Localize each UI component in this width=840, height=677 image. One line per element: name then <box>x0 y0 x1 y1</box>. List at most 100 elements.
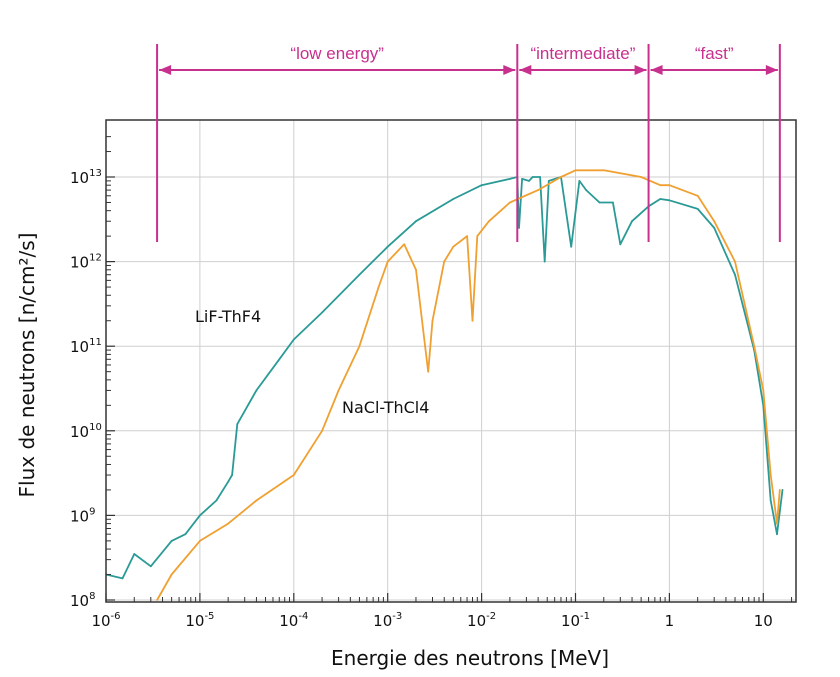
x-tick-label: 10-2 <box>467 611 496 630</box>
series-layer <box>106 169 784 601</box>
data-point-nacl-thcl4 <box>734 260 736 263</box>
x-tick-label: 10 <box>754 612 773 630</box>
data-point-nacl-thcl4 <box>696 194 699 197</box>
data-point-nacl-thcl4 <box>377 286 380 288</box>
x-tick-label: 10-4 <box>279 611 308 630</box>
data-point-lif-thf4 <box>415 220 417 223</box>
data-point-lif-thf4 <box>199 514 201 517</box>
data-point-lif-thf4 <box>543 260 546 263</box>
data-point-lif-thf4 <box>149 565 152 568</box>
x-tick-base: 10 <box>279 612 298 630</box>
data-point-lif-thf4 <box>734 273 736 276</box>
series-label-lif-thf4: LiF-ThF4 <box>195 307 261 326</box>
data-point-nacl-thcl4 <box>386 260 389 263</box>
region-arrow: “low energy” <box>159 44 516 75</box>
data-point-lif-thf4 <box>521 178 523 180</box>
data-point-nacl-thcl4 <box>476 235 479 238</box>
data-point-lif-thf4 <box>631 220 633 223</box>
data-point-nacl-thcl4 <box>668 184 671 187</box>
data-point-nacl-thcl4 <box>431 319 434 322</box>
arrowhead-left <box>650 65 663 75</box>
data-point-nacl-thcl4 <box>471 319 474 322</box>
data-point-lif-thf4 <box>518 227 520 229</box>
y-tick-base: 10 <box>70 338 89 356</box>
y-axis-title: Flux de neutrons [n/cm²/s] <box>15 233 39 498</box>
x-tick-base: 10 <box>185 612 204 630</box>
data-point-nacl-thcl4 <box>762 389 765 392</box>
data-point-nacl-thcl4 <box>424 345 426 348</box>
y-tick-base: 10 <box>70 169 89 187</box>
x-tick-label: 1 <box>665 612 675 630</box>
y-tick-exponent: 12 <box>89 253 102 264</box>
y-tick-label: 109 <box>70 506 95 525</box>
y-tick-label: 108 <box>70 591 95 610</box>
data-point-lif-thf4 <box>358 273 361 276</box>
arrowhead-left <box>159 65 172 75</box>
data-point-lif-thf4 <box>227 480 230 483</box>
data-point-lif-thf4 <box>121 577 124 580</box>
data-point-lif-thf4 <box>480 184 483 187</box>
x-tick-exponent: -5 <box>204 611 214 622</box>
x-tick-exponent: -1 <box>580 611 590 622</box>
data-point-lif-thf4 <box>776 533 778 536</box>
series-lif-thf4 <box>106 176 784 580</box>
data-point-lif-thf4 <box>255 389 258 392</box>
data-point-nacl-thcl4 <box>466 235 468 238</box>
data-point-lif-thf4 <box>231 474 234 476</box>
data-point-nacl-thcl4 <box>769 474 772 476</box>
y-tick-exponent: 9 <box>89 506 95 517</box>
data-point-nacl-thcl4 <box>415 268 417 271</box>
data-point-lif-thf4 <box>452 198 455 200</box>
x-tick-base: 10 <box>91 612 110 630</box>
region-label: “low energy” <box>290 44 384 63</box>
y-tick-label: 1012 <box>70 253 102 272</box>
data-point-lif-thf4 <box>781 489 784 491</box>
region-arrow: “intermediate” <box>519 44 647 75</box>
data-point-lif-thf4 <box>668 199 671 202</box>
data-point-nacl-thcl4 <box>199 540 201 542</box>
x-tick-label: 10-1 <box>561 611 590 630</box>
data-point-lif-thf4 <box>386 245 389 248</box>
arrowhead-right <box>634 65 647 75</box>
data-point-nacl-thcl4 <box>321 429 323 432</box>
data-point-lif-thf4 <box>215 499 218 502</box>
data-point-nacl-thcl4 <box>753 345 756 348</box>
y-tick-base: 10 <box>70 423 89 441</box>
x-tick-exponent: -2 <box>486 611 496 622</box>
data-point-nacl-thcl4 <box>640 176 642 178</box>
x-tick-label: 10-5 <box>185 611 214 630</box>
data-point-nacl-thcl4 <box>537 189 539 192</box>
y-tick-base: 10 <box>70 507 89 525</box>
data-point-nacl-thcl4 <box>602 169 605 172</box>
x-axis-title: Energie des neutrons [MeV] <box>331 646 609 670</box>
data-point-lif-thf4 <box>696 208 699 210</box>
data-point-nacl-thcl4 <box>560 176 562 178</box>
y-tick-exponent: 8 <box>89 591 95 602</box>
data-point-lif-thf4 <box>278 358 281 361</box>
data-point-lif-thf4 <box>133 553 136 555</box>
series-line-nacl-thcl4 <box>156 169 781 601</box>
y-tick-base: 10 <box>70 254 89 272</box>
y-tick-base: 10 <box>70 592 89 610</box>
arrowhead-right <box>503 65 516 75</box>
data-point-nacl-thcl4 <box>156 599 159 601</box>
series-label-nacl-thcl4: NaCl-ThCl4 <box>342 398 429 417</box>
data-point-nacl-thcl4 <box>358 345 361 348</box>
x-tick-base: 10 <box>561 612 580 630</box>
data-point-lif-thf4 <box>769 499 772 502</box>
data-point-nacl-thcl4 <box>255 499 258 502</box>
data-point-nacl-thcl4 <box>452 245 455 248</box>
y-tick-label: 1011 <box>70 337 102 356</box>
data-point-nacl-thcl4 <box>509 201 511 204</box>
data-point-lif-thf4 <box>321 311 323 314</box>
x-tick-exponent: -6 <box>111 611 121 622</box>
data-point-lif-thf4 <box>547 180 550 182</box>
y-tick-exponent: 13 <box>89 168 102 179</box>
data-point-lif-thf4 <box>292 338 295 341</box>
region-label: “fast” <box>695 44 734 63</box>
x-tick-base: 10 <box>754 612 773 630</box>
data-point-nacl-thcl4 <box>659 184 662 187</box>
data-point-nacl-thcl4 <box>574 169 577 172</box>
data-point-nacl-thcl4 <box>778 489 781 491</box>
y-tick-exponent: 11 <box>89 337 102 348</box>
